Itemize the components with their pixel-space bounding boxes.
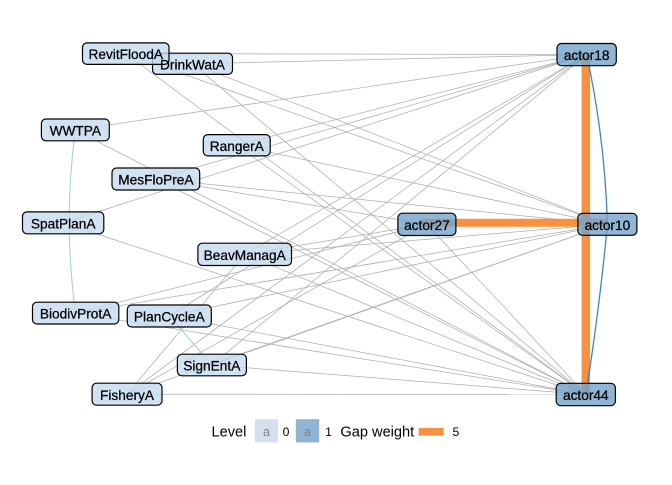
svg-text:RevitFloodA: RevitFloodA bbox=[88, 47, 163, 62]
svg-text:BeavManagA: BeavManagA bbox=[204, 248, 287, 263]
svg-text:FisheryA: FisheryA bbox=[100, 388, 155, 403]
svg-text:PlanCycleA: PlanCycleA bbox=[134, 310, 206, 325]
svg-text:actor44: actor44 bbox=[563, 388, 609, 403]
svg-text:WWTPA: WWTPA bbox=[50, 124, 102, 139]
svg-text:RangerA: RangerA bbox=[210, 139, 265, 154]
svg-text:SpatPlanA: SpatPlanA bbox=[31, 217, 97, 232]
svg-text:5: 5 bbox=[453, 425, 460, 439]
svg-text:actor18: actor18 bbox=[564, 48, 610, 63]
svg-text:SignEntA: SignEntA bbox=[183, 359, 241, 374]
svg-text:Gap weight: Gap weight bbox=[340, 425, 414, 441]
svg-text:a: a bbox=[304, 425, 311, 439]
svg-text:1: 1 bbox=[325, 425, 332, 439]
svg-text:actor10: actor10 bbox=[585, 218, 631, 233]
svg-text:a: a bbox=[263, 425, 270, 439]
svg-text:MesFloPreA: MesFloPreA bbox=[118, 173, 194, 188]
svg-text:actor27: actor27 bbox=[404, 218, 450, 233]
svg-text:DrinkWatA: DrinkWatA bbox=[160, 57, 226, 72]
svg-text:0: 0 bbox=[283, 425, 290, 439]
svg-text:BiodivProtA: BiodivProtA bbox=[40, 307, 112, 322]
svg-text:Level: Level bbox=[212, 425, 247, 441]
